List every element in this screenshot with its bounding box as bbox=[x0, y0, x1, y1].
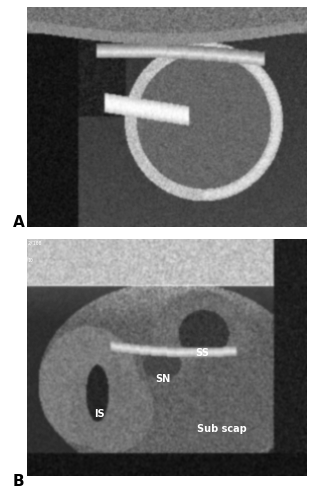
Text: SS: SS bbox=[196, 348, 209, 358]
Text: IS: IS bbox=[94, 409, 105, 419]
Text: B: B bbox=[12, 474, 24, 488]
Text: 2/100: 2/100 bbox=[28, 241, 42, 246]
Text: Sub scap: Sub scap bbox=[197, 424, 247, 434]
Text: A: A bbox=[12, 215, 24, 230]
Text: 10: 10 bbox=[28, 258, 34, 262]
Text: SN: SN bbox=[156, 374, 171, 384]
